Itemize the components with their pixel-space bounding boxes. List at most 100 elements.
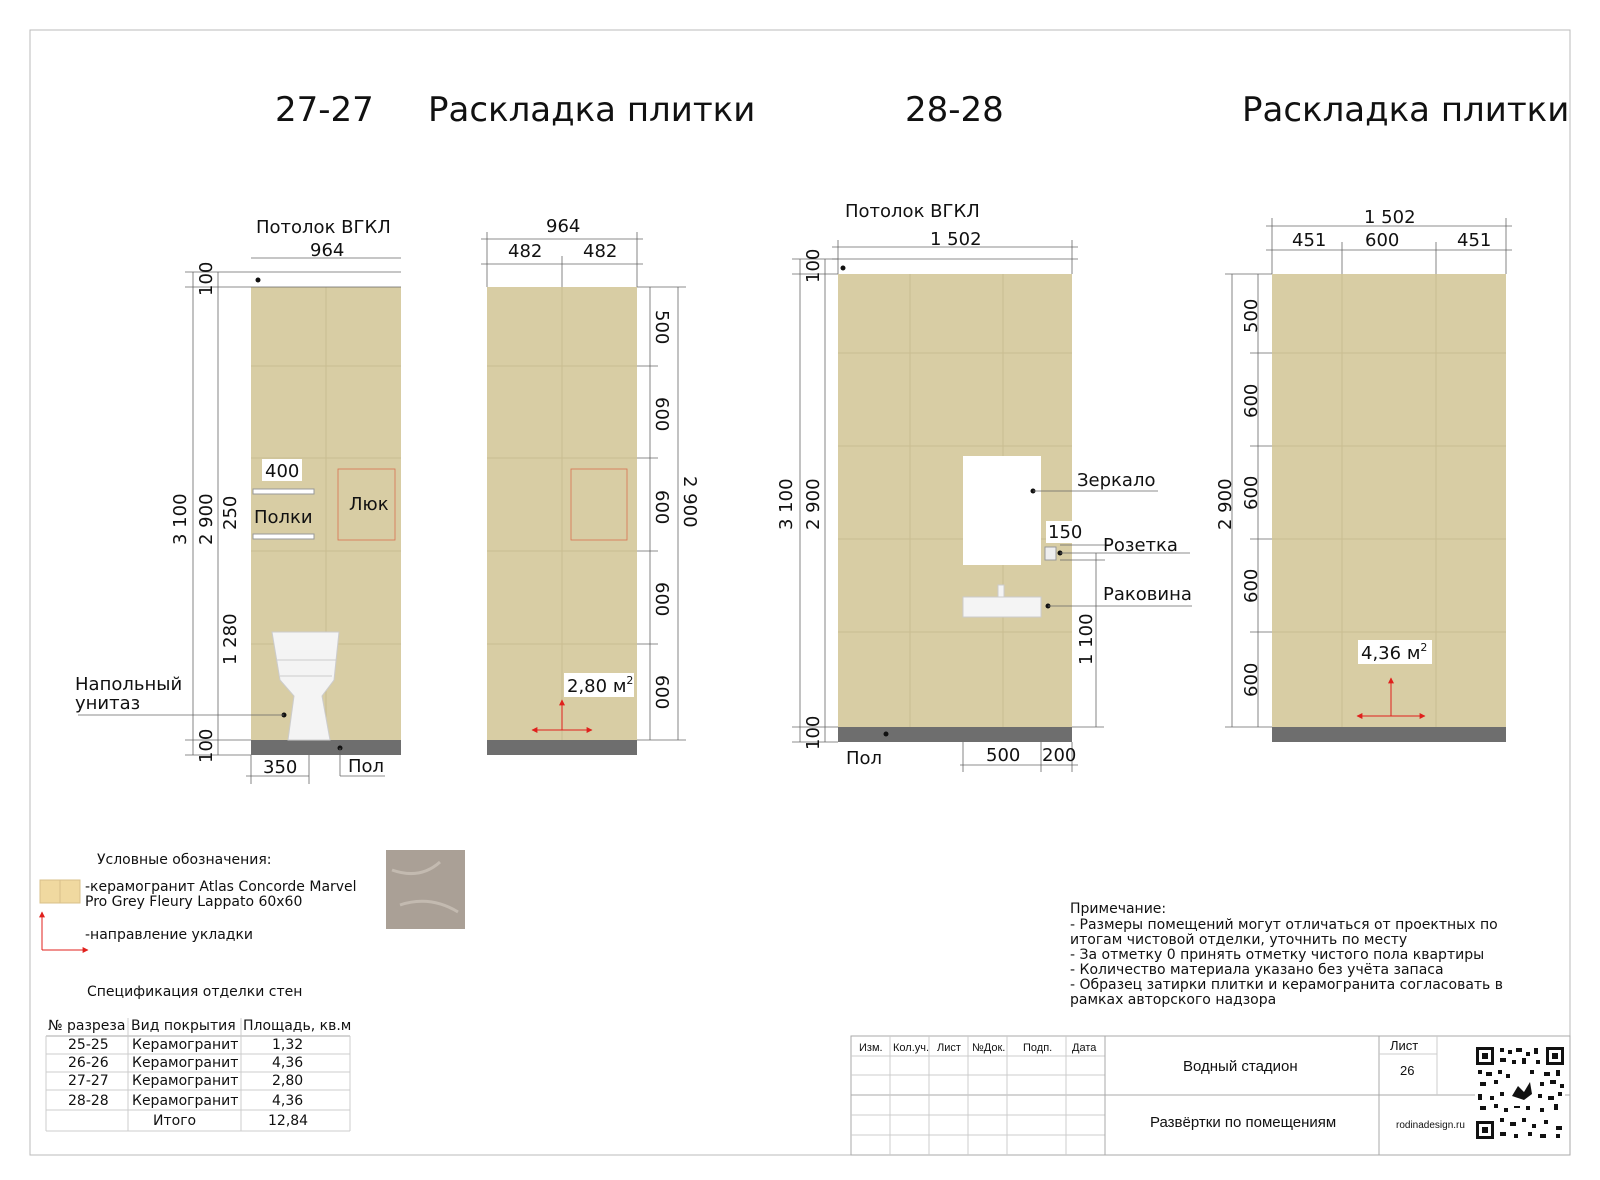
stamp-col-1: Кол.уч. [893,1042,929,1054]
notes-line-2: - За отметку 0 принять отметку чистого п… [1070,947,1484,963]
right-height-2727: 2 900 [679,476,700,528]
section-2727-heading: Раскладка плитки [428,90,755,130]
legend-direction-arrows [39,911,89,953]
sheet-border [29,29,1571,1156]
stamp-col-4: Подп. [1023,1042,1052,1054]
spec-row-2-area: 2,80 [272,1073,303,1089]
view-2828-elevation-right: 1 502 451 600 451 500 600 600 600 600 2 … [1215,207,1512,742]
notes-line-3: - Количество материала указано без учёта… [1070,962,1444,978]
stamp-project: Водный стадион [1183,1058,1298,1075]
laying-direction-arrows-2828 [1356,677,1426,719]
stamp-site: rodinadesign.ru [1396,1120,1465,1131]
qr-code-icon [1475,1046,1565,1140]
right-height-2828: 2 900 [1215,478,1236,530]
width-2727: 964 [310,240,344,261]
shelf-gap-2727: 250 [220,496,241,530]
spec-row-1-type: Керамогранит [132,1055,238,1071]
right-seg-3-2828: 451 [1457,230,1491,251]
height-tiled-2727: 2 900 [196,493,217,545]
right-half-1-2727: 482 [508,241,542,262]
top-gap-2727: 100 [196,262,217,296]
right-row-4-2727: 600 [651,675,672,709]
stamp-sheet-label: Лист [1390,1038,1418,1053]
sink-label: Раковина [1103,584,1192,605]
right-row-2-2727: 600 [651,490,672,524]
legend-tile-line1: -керамогранит Atlas Concorde Marvel [85,879,357,895]
spec-row-2-section: 27-27 [68,1073,109,1089]
laying-direction-arrows-2727 [531,699,593,733]
spec-row-0-area: 1,32 [272,1037,303,1053]
right-seg-2-2828: 600 [1365,230,1399,251]
view-2828-elevation-left: Потолок ВГКЛ 1 502 100 3 100 2 900 100 З… [776,201,1192,772]
spec-row-1-area: 4,36 [272,1055,303,1071]
shelf-top [252,488,315,495]
section-2828-heading: Раскладка плитки [1242,90,1569,130]
tile-sample [386,850,465,929]
section-2727-title: 27-27 [275,90,374,130]
notes-line-4: - Образец затирки плитки и керамогранита… [1070,977,1503,993]
sink-offset-2828: 200 [1042,745,1076,766]
sink [962,596,1042,618]
right-row-2-2828: 600 [1241,476,1262,510]
sink-height-2828: 1 100 [1076,613,1097,665]
toilet-label-1: Напольный [75,674,182,695]
spec-table: Спецификация отделки стен № разреза Вид … [45,984,351,1132]
hatch-outline-right [570,468,628,541]
legend: Условные обозначения: -керамогранит Atla… [39,850,465,953]
view-2727-elevation-left: Потолок ВГКЛ 964 100 3 100 2 900 250 1 2… [75,217,401,784]
title-block: Изм. Кол.уч. Лист №Док. Подп. Дата Водны… [850,1035,1571,1156]
right-row-3-2828: 600 [1241,569,1262,603]
spec-row-3-type: Керамогранит [132,1093,238,1109]
spec-row-0-section: 25-25 [68,1037,109,1053]
stamp-col-3: №Док. [972,1042,1005,1054]
spec-col-1: Вид покрытия [131,1018,236,1034]
view-2727-elevation-right: 964 482 482 500 600 600 600 600 2 900 2,… [481,216,700,755]
floor-label-2828: Пол [846,748,882,769]
sink-width-2828: 500 [986,745,1020,766]
shelf-width-2727: 400 [265,461,299,482]
section-2828-title: 28-28 [905,90,1004,130]
stamp-col-2: Лист [937,1042,961,1054]
bottom-gap-2828: 100 [803,716,824,750]
stamp-col-5: Дата [1072,1042,1097,1054]
height-total-2727: 3 100 [170,493,191,545]
spec-total-label: Итого [153,1113,196,1129]
right-row-4-2828: 600 [1241,663,1262,697]
legend-tile-line2: Pro Grey Fleury Lappato 60х60 [85,894,302,910]
right-seg-1-2828: 451 [1292,230,1326,251]
right-width-2828: 1 502 [1364,207,1416,228]
floor-label-2727: Пол [348,756,384,777]
shelf-bottom [252,533,315,540]
right-row-1-2727: 600 [651,397,672,431]
spec-row-3-area: 4,36 [272,1093,303,1109]
toilet [271,631,340,741]
legend-direction: -направление укладки [85,927,253,943]
spec-row-2-type: Керамогранит [132,1073,238,1089]
mirror-label: Зеркало [1077,470,1155,491]
toilet-label-2: унитаз [75,693,140,714]
stamp-col-0: Изм. [859,1042,883,1054]
socket-dim: 150 [1048,522,1082,543]
height-total-2828: 3 100 [776,478,797,530]
legend-heading: Условные обозначения: [97,852,271,868]
toilet-offset-2727: 350 [263,757,297,778]
spec-total-value: 12,84 [268,1113,308,1129]
mirror [963,456,1041,565]
notes-heading: Примечание: [1070,901,1166,917]
notes: Примечание: - Размеры помещений могут от… [1070,901,1503,1008]
top-gap-2828: 100 [803,249,824,283]
right-row-0-2727: 500 [651,310,672,344]
stamp-sheet-number: 26 [1400,1063,1414,1078]
right-row-3-2727: 600 [651,582,672,616]
ceiling-label-2828: Потолок ВГКЛ [845,201,980,222]
stamp-sheet-title: Развёртки по помещениям [1150,1114,1336,1131]
notes-line-5: рамках авторского надзора [1070,992,1276,1008]
notes-line-1: итогам чистовой отделки, уточнить по мес… [1070,932,1407,948]
shelves-label: Полки [254,507,313,528]
area-2828: 4,36 м2 [1361,641,1427,664]
right-row-0-2828: 500 [1241,299,1262,333]
shelf-height-2727: 1 280 [220,613,241,665]
spec-heading: Спецификация отделки стен [87,984,302,1000]
hatch-label: Люк [349,494,389,515]
